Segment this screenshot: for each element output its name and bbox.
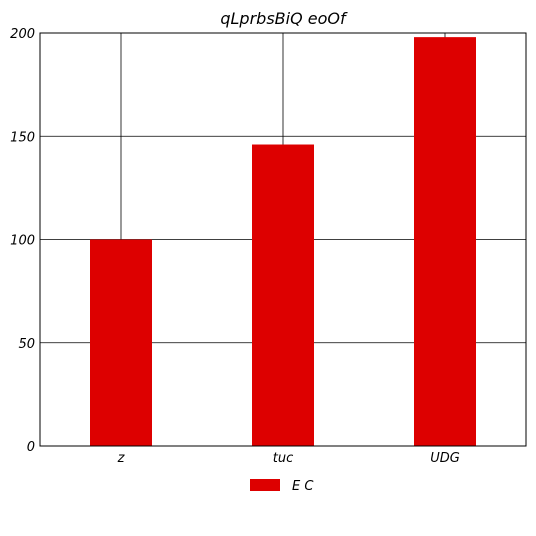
bars [90,37,476,446]
bar-udg [414,37,476,446]
y-tick-label: 0 [27,440,35,455]
y-tick-label: 200 [10,27,35,42]
y-tick-label: 50 [18,337,35,352]
x-tick-label: UDG [430,451,460,466]
bar-z [90,239,152,446]
x-tick-label: tuc [273,451,293,466]
y-tick-label: 150 [10,130,35,145]
chart-title: qLprbsBiQ eoOf [220,9,348,28]
legend: E C [250,479,314,494]
x-axis-ticks: z tuc UDG [117,451,460,466]
x-tick-label: z [117,451,126,466]
legend-label: E C [292,479,314,494]
y-tick-label: 100 [10,234,35,249]
plot-frame [39,32,527,447]
legend-swatch [250,479,280,491]
y-axis-ticks: 0 50 100 150 200 [10,27,35,455]
bar-tuc [252,144,314,446]
